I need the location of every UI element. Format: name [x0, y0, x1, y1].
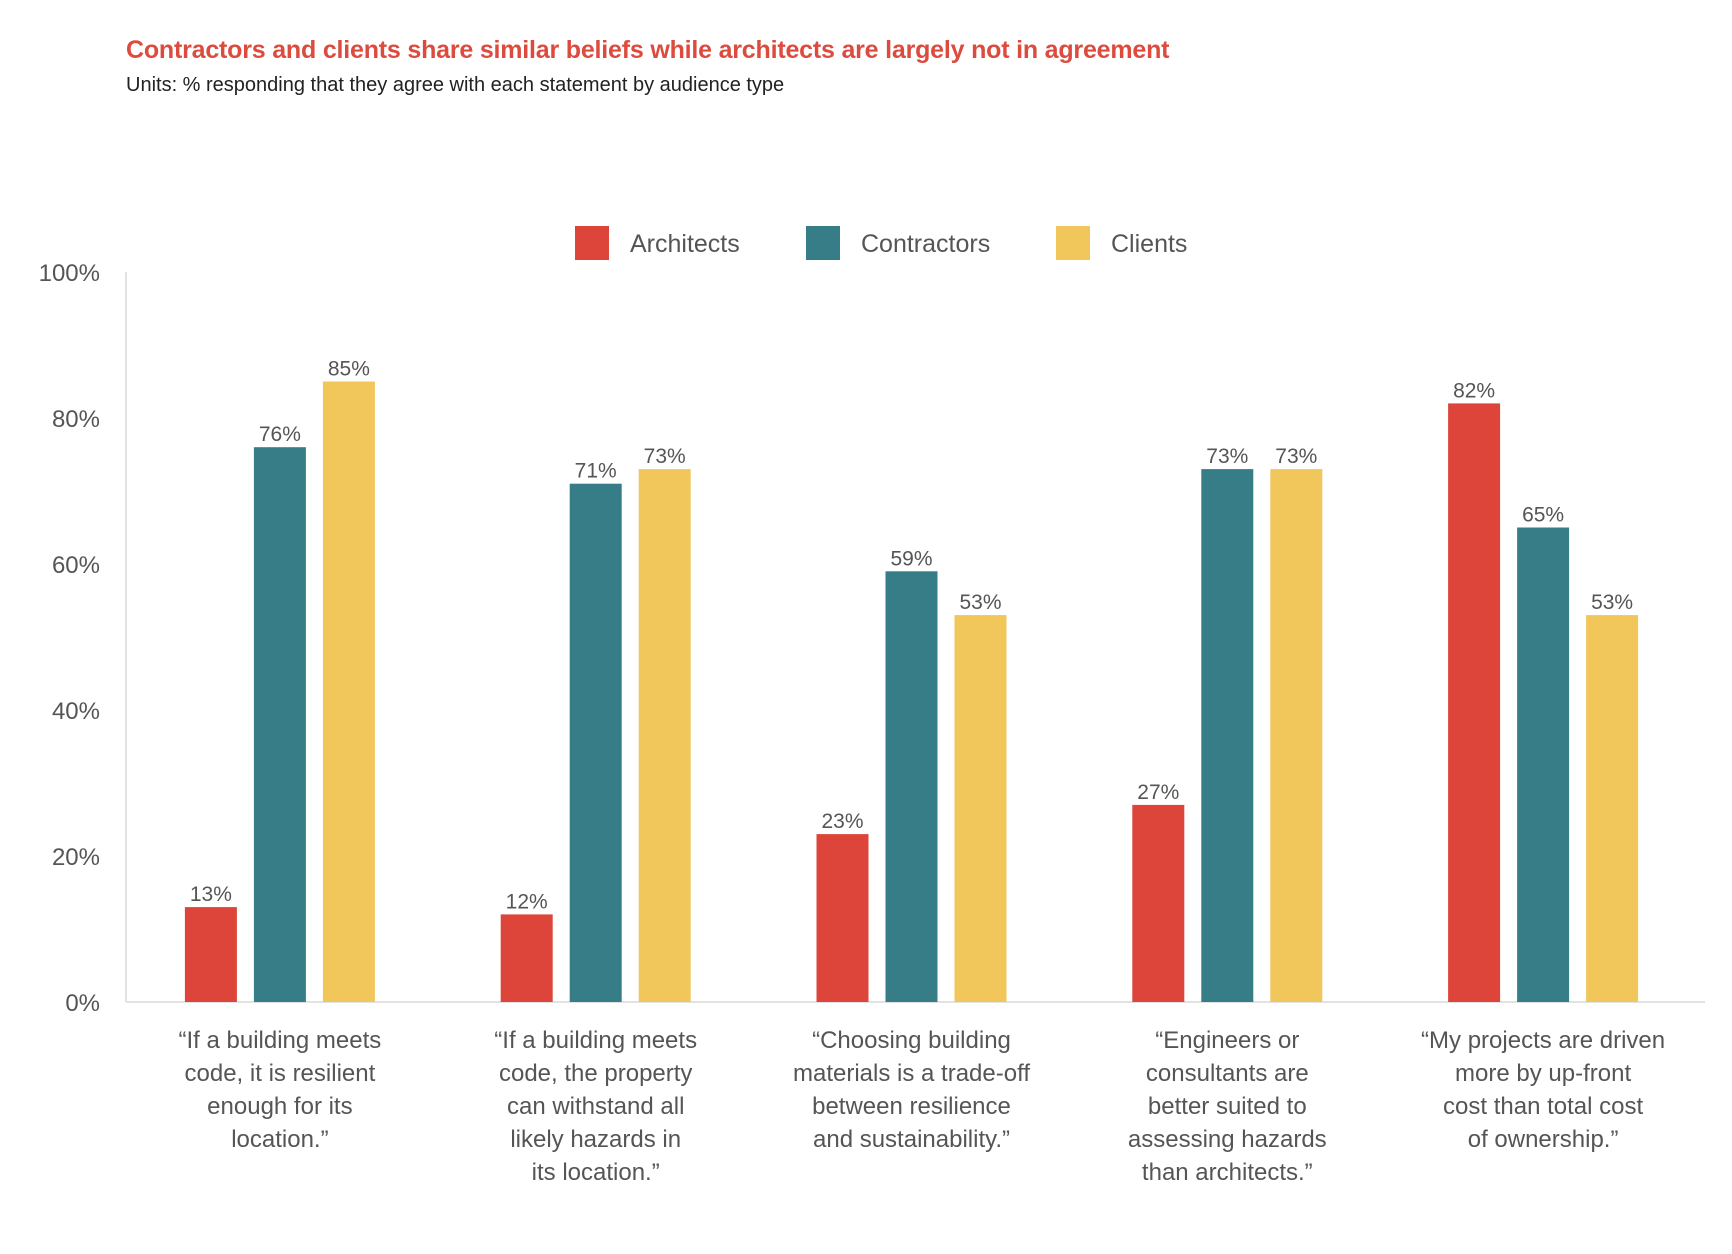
data-label: 73% [644, 445, 686, 468]
bar-contractors [1517, 527, 1570, 1002]
category-label-line: of ownership.” [1468, 1126, 1619, 1153]
data-label: 13% [190, 883, 232, 906]
category-label-line: code, it is resilient [185, 1060, 376, 1087]
category-label-line: “If a building meets [494, 1027, 697, 1054]
legend-swatch [806, 226, 840, 260]
data-label: 53% [1591, 591, 1633, 614]
y-tick-label: 40% [52, 698, 100, 725]
legend: Architects Contractors Clients [575, 226, 1187, 260]
data-label: 12% [506, 890, 548, 913]
bar-group: 82% 65% 53% [1448, 379, 1639, 1002]
bar-contractors [885, 571, 938, 1002]
data-label: 53% [959, 591, 1001, 614]
category-label-line: materials is a trade-off [793, 1060, 1030, 1087]
bar-clients [1586, 615, 1639, 1002]
y-tick-label: 20% [52, 844, 100, 871]
category-label-line: cost than total cost [1443, 1093, 1643, 1120]
bar-architects [184, 907, 237, 1002]
category-label: “Engineers or consultants are better suite… [1128, 1027, 1327, 1186]
data-label: 23% [821, 810, 863, 833]
legend-item-contractors: Contractors [806, 226, 990, 260]
category-label: “If a building meets code, it is resilien… [179, 1027, 382, 1153]
category-label-line: location.” [231, 1126, 328, 1153]
category-label: “My projects are driven more by up-front c… [1421, 1027, 1665, 1153]
category-label-line: assessing hazards [1128, 1126, 1327, 1153]
category-label-line: better suited to [1148, 1093, 1307, 1120]
legend-label: Clients [1111, 230, 1187, 258]
data-label: 76% [259, 423, 301, 446]
chart-subtitle: Units: % responding that they agree with… [126, 74, 785, 96]
legend-swatch [575, 226, 609, 260]
legend-item-clients: Clients [1056, 226, 1187, 260]
category-label-line: likely hazards in [510, 1126, 681, 1153]
category-label-line: “If a building meets [179, 1027, 382, 1054]
y-axis: 0% 20% 40% 60% 80% 100% [39, 260, 1705, 1017]
category-label-line: code, the property [499, 1060, 692, 1087]
category-label: “Choosing building materials is a trade-o… [793, 1027, 1030, 1153]
data-label: 27% [1137, 781, 1179, 804]
legend-label: Contractors [861, 230, 990, 258]
legend-label: Architects [630, 230, 740, 258]
category-label-line: more by up-front [1455, 1060, 1631, 1087]
bar-contractors [253, 447, 306, 1002]
bar-architects [1448, 403, 1501, 1002]
category-label-line: enough for its [207, 1093, 352, 1120]
category-label: “If a building meets code, the property ca… [494, 1027, 697, 1186]
bar-contractors [569, 483, 622, 1002]
y-tick-label: 60% [52, 552, 100, 579]
legend-item-architects: Architects [575, 226, 740, 260]
category-label-line: between resilience [812, 1093, 1011, 1120]
data-label: 71% [575, 460, 617, 483]
data-label: 65% [1522, 504, 1564, 527]
bar-architects [816, 834, 869, 1002]
category-label-line: consultants are [1146, 1060, 1309, 1087]
bar-clients [638, 469, 691, 1003]
data-label: 59% [890, 547, 932, 570]
x-axis-categories: “If a building meets code, it is resilien… [179, 1027, 1666, 1186]
category-label-line: its location.” [532, 1159, 660, 1186]
y-tick-label: 80% [52, 406, 100, 433]
bar-architects [1132, 804, 1185, 1002]
bar-group: 13% 76% 85% [184, 358, 375, 1002]
y-tick-label: 100% [39, 260, 100, 287]
bar-architects [500, 914, 553, 1002]
bar-group: 12% 71% 73% [500, 445, 691, 1003]
data-label: 85% [328, 358, 370, 381]
bar-clients [322, 381, 375, 1002]
bar-clients [1270, 469, 1323, 1003]
legend-swatch [1056, 226, 1090, 260]
category-label-line: “My projects are driven [1421, 1027, 1665, 1054]
bars: 13% 76% 85% 12% 71% 73% 23% 59% 53% 27% 73% 73% 82% 6… [184, 358, 1639, 1003]
chart-title: Contractors and clients share similar be… [126, 36, 1170, 64]
bar-clients [954, 615, 1007, 1002]
data-label: 82% [1453, 379, 1495, 402]
data-label: 73% [1275, 445, 1317, 468]
bar-contractors [1201, 469, 1254, 1003]
data-label: 73% [1206, 445, 1248, 468]
category-label-line: than architects.” [1142, 1159, 1313, 1186]
category-label-line: and sustainability.” [813, 1126, 1010, 1153]
category-label-line: “Choosing building [812, 1027, 1011, 1054]
bar-group: 23% 59% 53% [816, 547, 1007, 1002]
category-label-line: can withstand all [507, 1093, 684, 1120]
category-label-line: “Engineers or [1155, 1027, 1299, 1054]
y-tick-label: 0% [65, 990, 100, 1017]
bar-group: 27% 73% 73% [1132, 445, 1323, 1003]
